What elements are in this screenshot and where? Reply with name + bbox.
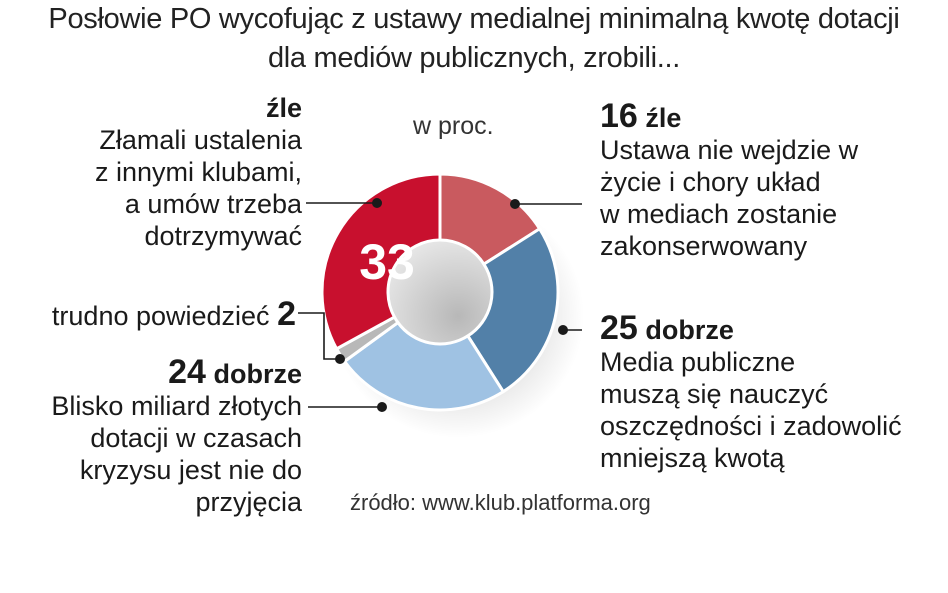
desc-dobrze-24-line-3: kryzysu jest nie do (79, 455, 302, 485)
unit-label: w proc. (413, 112, 494, 140)
leader-trudno-2 (298, 312, 340, 360)
verdict-dobrze-24: dobrze (213, 359, 302, 389)
chart-title: Posłowie PO wycofując z ustawy medialnej… (0, 0, 948, 78)
donut-slice-dobrze-24 (342, 320, 506, 412)
desc-zle-16-line-1: Ustawa nie wejdzie w (600, 135, 859, 165)
value-dobrze-25: 25 (600, 309, 638, 347)
donut-slice-zle-33 (320, 172, 442, 351)
desc-zle-33-line-2: z innymi klubami, (94, 157, 302, 187)
desc-dobrze-25-line-1: Media publiczne (600, 347, 796, 377)
value-label-zle-33: 33 (359, 234, 415, 290)
desc-dobrze-25-line-3: oszczędności i zadowolić (600, 411, 902, 441)
label-dobrze-25: 25 dobrze Media publiczne muszą się nauc… (600, 309, 902, 474)
verdict-trudno-2: trudno powiedzieć (51, 301, 270, 331)
leader-dobrze-24-dot (377, 402, 387, 412)
desc-zle-16-line-2: życie i chory układ (600, 167, 821, 197)
desc-zle-33-line-4: dotrzymywać (144, 221, 302, 251)
value-dobrze-24: 24 (168, 353, 206, 391)
chart-title-line-1: Posłowie PO wycofując z ustawy medialnej… (48, 3, 900, 35)
verdict-zle-33: źle (265, 93, 302, 123)
verdict-zle-16: źle (645, 103, 682, 133)
value-trudno-2: 2 (277, 295, 296, 333)
desc-dobrze-25-line-2: muszą się nauczyć (600, 379, 829, 409)
source-note: źródło: www.klub.platforma.org (350, 490, 651, 515)
donut-slice-zle-16 (438, 172, 542, 267)
leader-dobrze-25-dot (558, 325, 568, 335)
chart-title-line-2: dla mediów publicznych, zrobili... (267, 42, 681, 74)
desc-dobrze-24-line-2: dotacji w czasach (90, 423, 302, 453)
leader-zle-33-dot (372, 198, 382, 208)
desc-zle-33-line-1: Złamali ustalenia (99, 125, 302, 155)
leader-trudno-2-dot (335, 354, 345, 364)
donut-slice-dobrze-25 (465, 226, 560, 394)
label-zle-33: źle Złamali ustalenia z innymi klubami, … (95, 92, 302, 252)
leader-zle-16-dot (510, 199, 520, 209)
desc-zle-33-line-3: a umów trzeba (124, 189, 302, 219)
label-zle-16: 16 źle Ustawa nie wejdzie w życie i chor… (600, 97, 859, 262)
desc-zle-16-line-4: zakonserwowany (600, 231, 808, 261)
value-zle-16: 16 (600, 97, 638, 135)
label-trudno-2: trudno powiedzieć 2 (51, 295, 296, 333)
desc-dobrze-24-line-1: Blisko miliard złotych (51, 391, 302, 421)
verdict-dobrze-25: dobrze (645, 315, 734, 345)
desc-dobrze-25-line-4: mniejszą kwotą (600, 443, 785, 473)
desc-dobrze-24-line-4: przyjęcia (195, 487, 302, 517)
label-dobrze-24: 24 dobrze Blisko miliard złotych dotacji… (51, 353, 302, 518)
desc-zle-16-line-3: w mediach zostanie (600, 199, 838, 229)
